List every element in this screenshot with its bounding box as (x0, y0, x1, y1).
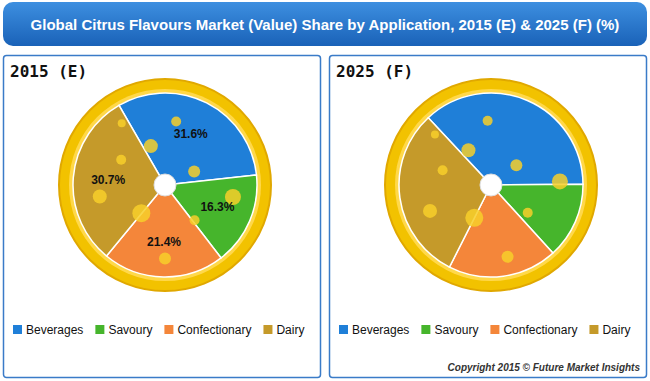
legend-label: Savoury (434, 323, 478, 337)
slices (73, 93, 257, 277)
slices (399, 93, 583, 277)
decor-dot (159, 253, 171, 265)
decor-dot (188, 165, 200, 177)
legend-label: Savoury (108, 323, 152, 337)
pie-center (154, 174, 176, 196)
legend-label: Confectionary (177, 323, 251, 337)
panel-frame (4, 56, 321, 378)
legend-swatch (589, 325, 598, 334)
legend-label: Dairy (276, 323, 304, 337)
pie-ring-inner (69, 89, 261, 281)
decor-dot (93, 190, 107, 204)
legend-label: Confectionary (503, 323, 577, 337)
legend-swatch (263, 325, 272, 334)
panel: 2025 (F) Beverages Savoury Confectionary Dai… (330, 56, 647, 378)
decor-dot (423, 204, 437, 218)
decor-dots (423, 116, 568, 263)
decor-dot (483, 116, 493, 126)
legend-swatch (164, 325, 173, 334)
decor-dot (438, 165, 448, 175)
pie-slice (73, 105, 165, 256)
panel-title: 2015 (E) (10, 62, 87, 81)
decor-dots (93, 117, 241, 265)
decor-dot (465, 209, 483, 227)
decor-dot (116, 155, 126, 165)
legend-label: Beverages (352, 323, 409, 337)
header-banner (3, 2, 647, 46)
pie-ring-inner (395, 89, 587, 281)
legend-label: Dairy (602, 323, 630, 337)
pie-ring (59, 79, 271, 291)
decor-dot (118, 119, 126, 127)
legend-swatch (95, 325, 104, 334)
data-label: 30.7% (91, 173, 125, 187)
pie-center (480, 174, 502, 196)
data-label: 21.4% (147, 235, 181, 249)
legend-label: Beverages (26, 323, 83, 337)
main-title: Global Citrus Flavours Market (Value) Sh… (31, 16, 620, 33)
data-label: 31.6% (174, 127, 208, 141)
decor-dot (171, 117, 181, 127)
decor-dot (523, 208, 533, 218)
panel: 2015 (E) 31.6% 16.3% 21.4% 30.7% Beverages Sav… (4, 56, 321, 378)
panel-title: 2025 (F) (336, 62, 413, 81)
decor-dot (502, 251, 514, 263)
legend: Beverages Savoury Confectionary Dairy (13, 323, 304, 337)
legend: Beverages Savoury Confectionary Dairy (339, 323, 630, 337)
pie-ring (385, 79, 597, 291)
data-label: 16.3% (200, 200, 234, 214)
legend-swatch (421, 325, 430, 334)
legend-swatch (13, 325, 22, 334)
legend-swatch (490, 325, 499, 334)
legend-swatch (339, 325, 348, 334)
chart-root: Global Citrus Flavours Market (Value) Sh… (0, 0, 650, 381)
decor-dot (132, 204, 150, 222)
copyright: Copyright 2015 © Future Market Insights (448, 362, 641, 373)
decor-dot (461, 143, 475, 157)
decor-dot (510, 159, 522, 171)
panel-frame (330, 56, 647, 378)
pie-slice (399, 118, 491, 267)
decor-dot (144, 139, 158, 153)
decor-dot (190, 215, 200, 225)
decor-dot (431, 131, 439, 139)
decor-dot (552, 173, 568, 189)
